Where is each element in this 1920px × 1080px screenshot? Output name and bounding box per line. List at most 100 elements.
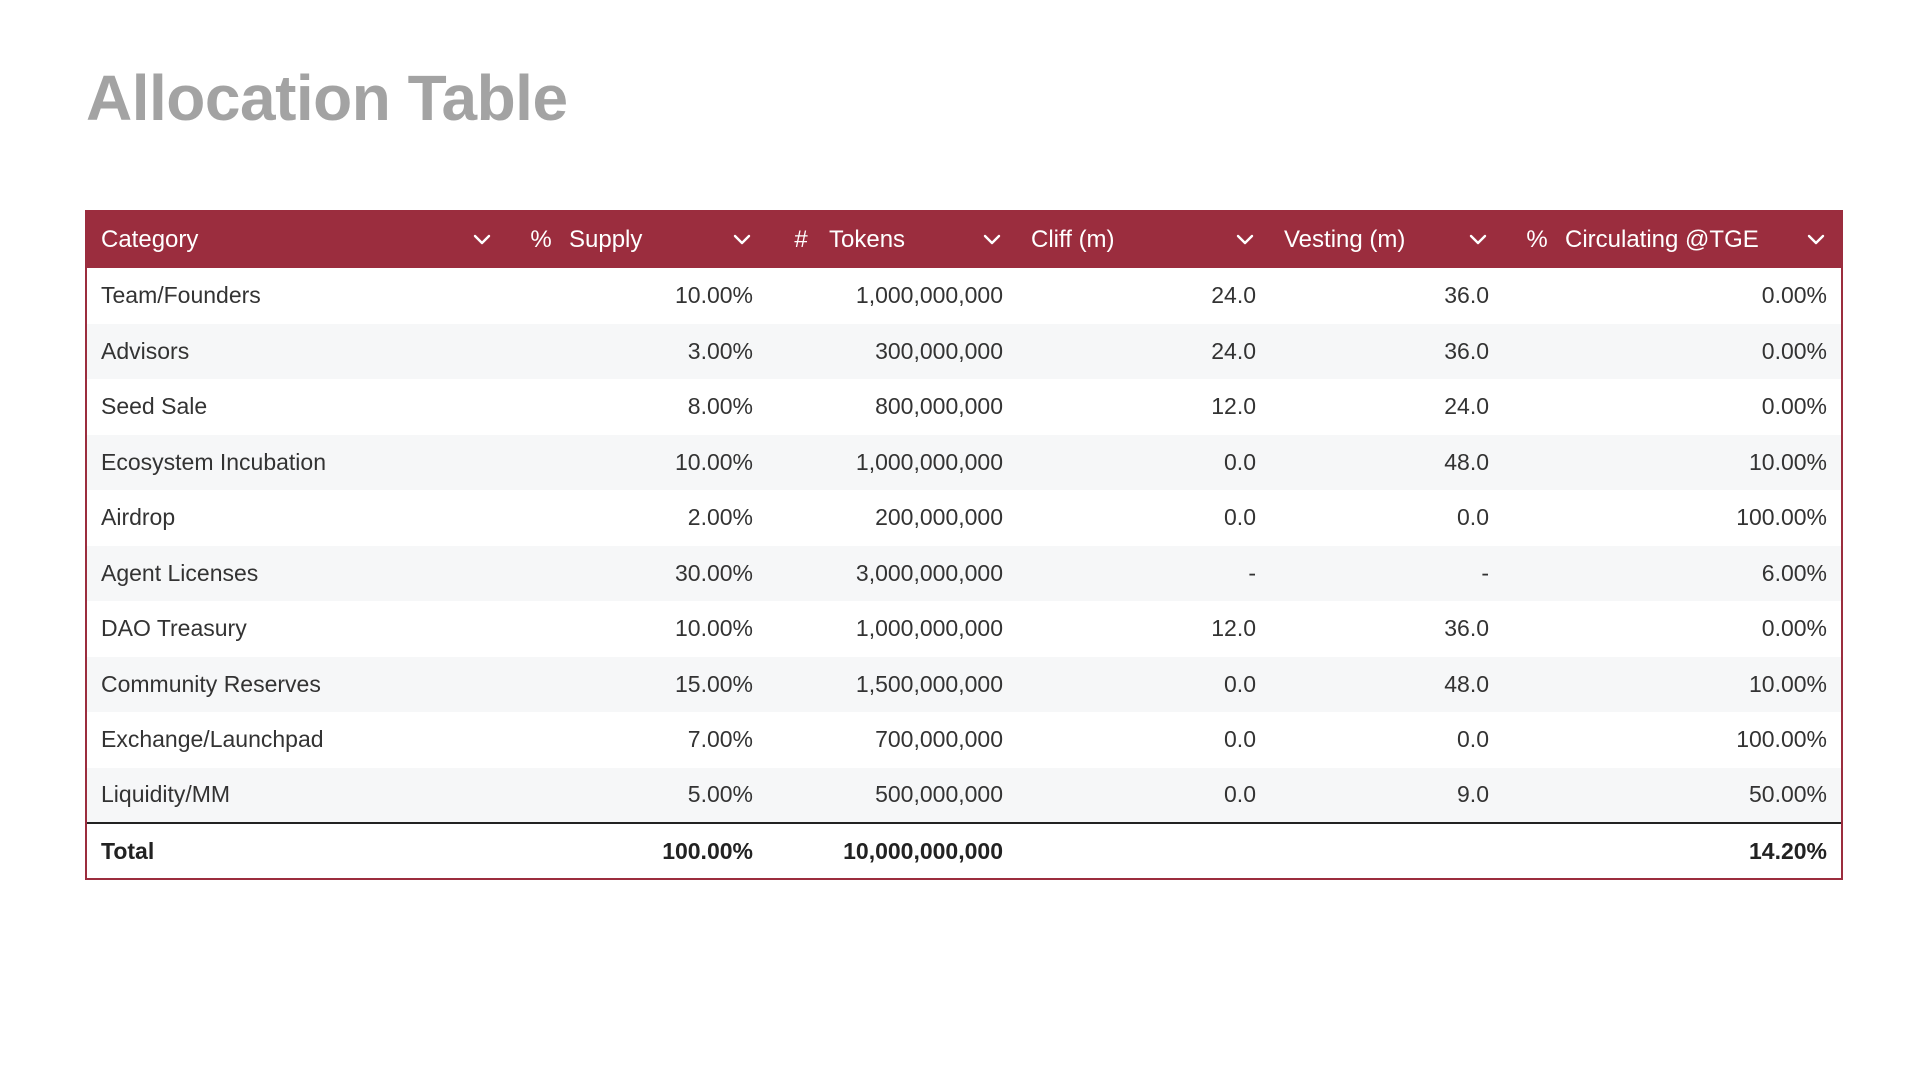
cell-vesting: 48.0 [1444, 670, 1489, 697]
cell-tokens: 1,000,000,000 [855, 448, 1003, 475]
cell-category: DAO Treasury [101, 615, 247, 642]
column-header-vesting[interactable]: Vesting (m) [1270, 212, 1503, 268]
column-header-label: Vesting (m) [1284, 226, 1406, 253]
chevron-down-icon[interactable] [471, 229, 493, 251]
cell-circulating: 50.00% [1503, 767, 1841, 824]
table-row: Community Reserves 15.00% 1,500,000,000 … [87, 656, 1841, 712]
cell-category: Agent Licenses [101, 559, 259, 586]
cell-supply: 10.00% [674, 448, 753, 475]
cell-tokens: 700,000,000 [875, 726, 1003, 753]
cell-circulating: 0.00% [1761, 615, 1827, 642]
cell-supply: 15.00% [674, 670, 753, 697]
cell-vesting: 36.0 [1444, 337, 1489, 364]
cell-vesting: 24.0 [1444, 393, 1489, 420]
cell-tokens: 1,500,000,000 [855, 670, 1003, 697]
cell-supply: 30.00% [674, 559, 753, 586]
cell-vesting: 36.0 [1444, 615, 1489, 642]
cell-vesting: 48.0 [1444, 448, 1489, 475]
chevron-down-icon[interactable] [1234, 229, 1256, 251]
chevron-down-icon[interactable] [1805, 229, 1827, 251]
cell-circulating: 0.00% [1761, 337, 1827, 364]
table-row: Airdrop 2.00% 200,000,000 0.0 0.0 100.00… [87, 490, 1841, 546]
chevron-down-icon[interactable] [731, 229, 753, 251]
cell-category: Community Reserves [101, 670, 321, 697]
column-header-supply[interactable]: % Supply [507, 212, 767, 268]
cell-category: Exchange/Launchpad [101, 726, 324, 753]
cell-cliff: 0.0 [1017, 767, 1270, 824]
cell-category: Seed Sale [101, 393, 208, 420]
cell-tokens: 3,000,000,000 [855, 559, 1003, 586]
total-cliff [1017, 823, 1270, 878]
cell-tokens: 1,000,000,000 [855, 282, 1003, 309]
cell-vesting: 36.0 [1444, 282, 1489, 309]
cell-supply: 8.00% [687, 393, 753, 420]
total-tokens: 10,000,000,000 [843, 837, 1003, 864]
cell-category: Ecosystem Incubation [101, 448, 327, 475]
column-header-cliff[interactable]: Cliff (m) [1017, 212, 1270, 268]
page-title: Allocation Table [86, 62, 568, 134]
total-row: Total 100.00% 10,000,000,000 14.20% [87, 823, 1841, 878]
column-header-circulating[interactable]: % Circulating @TGE [1503, 212, 1841, 268]
cell-cliff: 24.0 [1211, 282, 1256, 309]
table-row: Exchange/Launchpad 7.00% 700,000,000 0.0… [87, 712, 1841, 768]
table-row: Team/Founders 10.00% 1,000,000,000 24.0 … [87, 268, 1841, 324]
column-header-label: Category [101, 226, 199, 253]
cell-supply: 2.00% [687, 504, 753, 531]
cell-vesting: 0.0 [1457, 726, 1489, 753]
cell-tokens: 300,000,000 [875, 337, 1003, 364]
cell-circulating: 10.00% [1748, 448, 1827, 475]
percent-type-icon: % [530, 226, 552, 253]
cell-category: Liquidity/MM [87, 767, 507, 824]
column-header-label: Tokens [829, 226, 906, 253]
column-header-label: Supply [569, 226, 643, 253]
cell-vesting: 0.0 [1457, 504, 1489, 531]
cell-cliff: 0.0 [1224, 726, 1256, 753]
cell-cliff: 12.0 [1211, 615, 1256, 642]
cell-category: Advisors [101, 337, 190, 364]
column-header-label: Cliff (m) [1031, 226, 1115, 253]
column-header-tokens[interactable]: # Tokens [767, 212, 1017, 268]
cell-tokens: 200,000,000 [875, 504, 1003, 531]
cell-supply: 3.00% [687, 337, 753, 364]
cell-vesting: - [1481, 559, 1489, 586]
cell-tokens: 800,000,000 [875, 393, 1003, 420]
cell-cliff: 24.0 [1211, 337, 1256, 364]
table-row: Advisors 3.00% 300,000,000 24.0 36.0 0.0… [87, 323, 1841, 379]
allocation-table: Category % Supply [85, 210, 1843, 880]
cell-category: Airdrop [101, 504, 176, 531]
table-row: Agent Licenses 30.00% 3,000,000,000 - - … [87, 545, 1841, 601]
cell-cliff: - [1248, 559, 1256, 586]
table-header-row: Category % Supply [87, 212, 1841, 268]
cell-circulating: 100.00% [1736, 726, 1827, 753]
cell-supply: 10.00% [674, 615, 753, 642]
column-header-category[interactable]: Category [87, 212, 507, 268]
cell-tokens: 500,000,000 [767, 767, 1017, 824]
hash-type-icon: # [794, 226, 808, 253]
cell-cliff: 0.0 [1224, 448, 1256, 475]
cell-cliff: 0.0 [1224, 504, 1256, 531]
cell-vesting: 9.0 [1270, 767, 1503, 824]
cell-circulating: 0.00% [1761, 393, 1827, 420]
cell-supply: 7.00% [687, 726, 753, 753]
table-row: Seed Sale 8.00% 800,000,000 12.0 24.0 0.… [87, 379, 1841, 435]
cell-supply: 5.00% [507, 767, 767, 824]
total-circulating: 14.20% [1748, 837, 1827, 864]
cell-supply: 10.00% [674, 282, 753, 309]
table-row: DAO Treasury 10.00% 1,000,000,000 12.0 3… [87, 601, 1841, 657]
chevron-down-icon[interactable] [981, 229, 1003, 251]
cell-cliff: 0.0 [1224, 670, 1256, 697]
column-header-label: Circulating @TGE [1565, 226, 1759, 253]
total-supply: 100.00% [662, 837, 753, 864]
table-row: Ecosystem Incubation 10.00% 1,000,000,00… [87, 434, 1841, 490]
total-vesting [1270, 823, 1503, 878]
total-label: Total [101, 837, 155, 864]
table-row: Liquidity/MM 5.00% 500,000,000 0.0 9.0 5… [87, 767, 1841, 824]
percent-type-icon: % [1526, 226, 1548, 253]
cell-tokens: 1,000,000,000 [855, 615, 1003, 642]
cell-cliff: 12.0 [1211, 393, 1256, 420]
cell-category: Team/Founders [101, 282, 261, 309]
cell-circulating: 100.00% [1736, 504, 1827, 531]
cell-circulating: 6.00% [1761, 559, 1827, 586]
chevron-down-icon[interactable] [1467, 229, 1489, 251]
cell-circulating: 10.00% [1748, 670, 1827, 697]
